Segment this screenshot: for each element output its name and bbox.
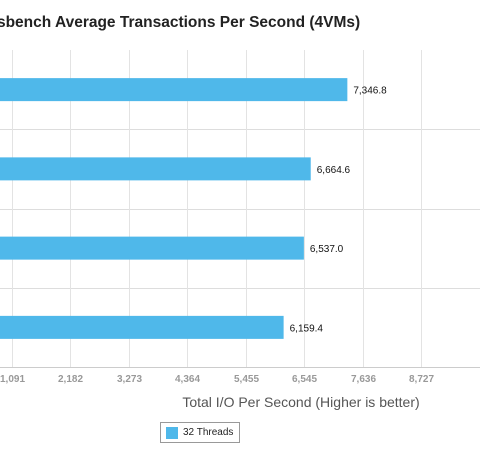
bar: [0, 157, 311, 181]
legend[interactable]: 32 Threads: [160, 422, 241, 443]
x-tick-label: 1,091: [0, 374, 25, 385]
bar: [0, 236, 304, 260]
x-tick-label: 5,455: [234, 374, 259, 385]
x-tick-label: 3,273: [117, 374, 142, 385]
bar: [0, 315, 284, 339]
x-tick-label: 4,364: [175, 374, 200, 385]
x-tick-label: 2,182: [58, 374, 83, 385]
legend-swatch: [166, 426, 178, 439]
data-labels: 7,346.8 6,664.6 6,537.0 6,159.4: [290, 86, 388, 335]
legend-label: 32 Threads: [183, 427, 234, 438]
bars: [0, 78, 348, 339]
bar-value-label: 6,537.0: [310, 244, 344, 255]
bar: [0, 78, 348, 102]
x-tick-labels: 1,091 2,182 3,273 4,364 5,455 6,545 7,636 8,727: [0, 374, 434, 385]
bar-value-label: 6,664.6: [317, 165, 351, 176]
x-tick-label: 6,545: [292, 374, 317, 385]
grid-lines: [0, 50, 480, 368]
x-axis-label: Total I/O Per Second (Higher is better): [182, 394, 419, 410]
x-tick-label: 8,727: [409, 374, 434, 385]
bar-value-label: 7,346.8: [353, 86, 387, 97]
bar-value-label: 6,159.4: [290, 323, 324, 334]
x-tick-label: 7,636: [351, 374, 376, 385]
chart-title: Sysbench Average Transactions Per Second…: [0, 14, 361, 31]
